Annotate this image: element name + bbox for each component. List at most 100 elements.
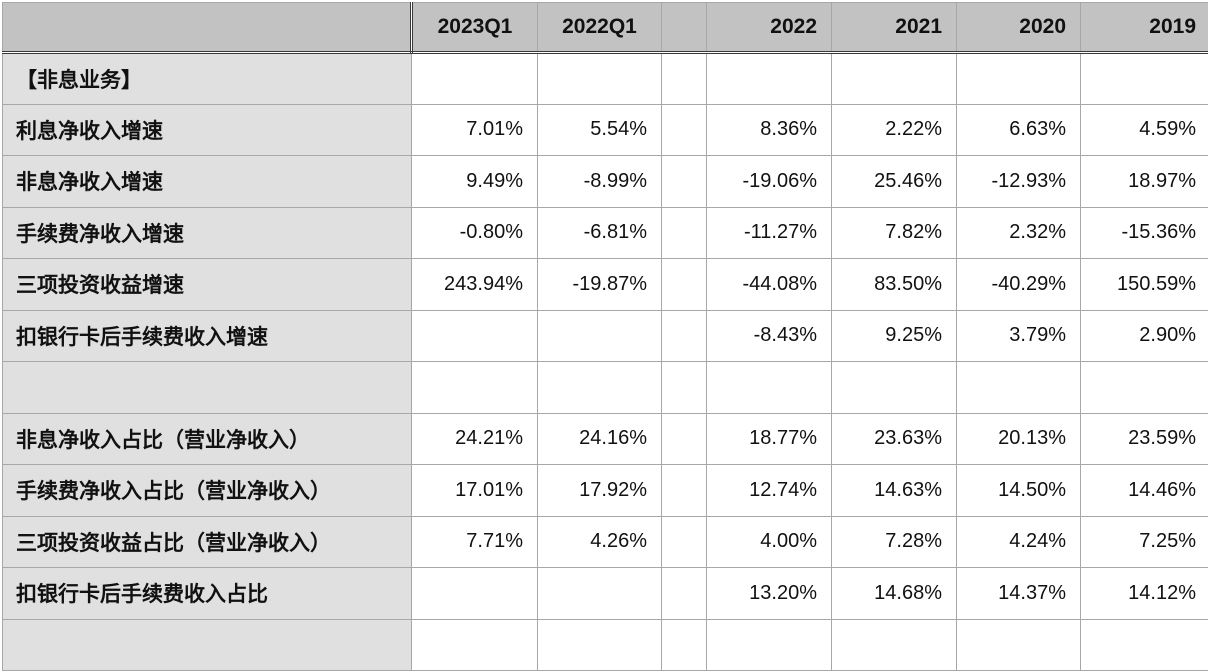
- spacer-cell[interactable]: [662, 156, 707, 208]
- value-cell[interactable]: -12.93%: [957, 156, 1081, 208]
- value-cell[interactable]: -11.27%: [707, 207, 832, 259]
- value-cell[interactable]: 3.79%: [957, 310, 1081, 362]
- spacer-cell[interactable]: [662, 619, 707, 671]
- row-label-cell[interactable]: 扣银行卡后手续费收入占比: [3, 568, 412, 620]
- value-cell[interactable]: -8.99%: [538, 156, 662, 208]
- value-cell[interactable]: 17.92%: [538, 465, 662, 517]
- row-label-cell[interactable]: 扣银行卡后手续费收入增速: [3, 310, 412, 362]
- value-cell[interactable]: 12.74%: [707, 465, 832, 517]
- value-cell[interactable]: 7.82%: [832, 207, 957, 259]
- value-cell[interactable]: [412, 619, 538, 671]
- header-cell-2022[interactable]: 2022: [707, 3, 832, 53]
- row-label-cell[interactable]: 非息净收入增速: [3, 156, 412, 208]
- spacer-cell[interactable]: [662, 207, 707, 259]
- value-cell[interactable]: 5.54%: [538, 104, 662, 156]
- value-cell[interactable]: -40.29%: [957, 259, 1081, 311]
- value-cell[interactable]: [538, 53, 662, 105]
- header-cell-2019[interactable]: 2019: [1081, 3, 1208, 53]
- value-cell[interactable]: [707, 53, 832, 105]
- row-label-cell[interactable]: 三项投资收益占比（营业净收入）: [3, 516, 412, 568]
- value-cell[interactable]: 14.37%: [957, 568, 1081, 620]
- header-cell-2020[interactable]: 2020: [957, 3, 1081, 53]
- value-cell[interactable]: [1081, 619, 1208, 671]
- value-cell[interactable]: [538, 310, 662, 362]
- spacer-cell[interactable]: [662, 413, 707, 465]
- value-cell[interactable]: 7.25%: [1081, 516, 1208, 568]
- header-cell-label[interactable]: [3, 3, 412, 53]
- value-cell[interactable]: 25.46%: [832, 156, 957, 208]
- value-cell[interactable]: 14.50%: [957, 465, 1081, 517]
- row-label-cell[interactable]: 手续费净收入占比（营业净收入）: [3, 465, 412, 517]
- value-cell[interactable]: [957, 619, 1081, 671]
- value-cell[interactable]: [412, 310, 538, 362]
- spacer-cell[interactable]: [662, 516, 707, 568]
- value-cell[interactable]: 17.01%: [412, 465, 538, 517]
- row-label-cell[interactable]: 利息净收入增速: [3, 104, 412, 156]
- value-cell[interactable]: 14.68%: [832, 568, 957, 620]
- value-cell[interactable]: 4.24%: [957, 516, 1081, 568]
- header-cell-2023q1[interactable]: 2023Q1: [412, 3, 538, 53]
- header-cell-2022q1[interactable]: 2022Q1: [538, 3, 662, 53]
- value-cell[interactable]: 150.59%: [1081, 259, 1208, 311]
- spacer-cell[interactable]: [662, 362, 707, 414]
- value-cell[interactable]: [1081, 362, 1208, 414]
- value-cell[interactable]: 7.01%: [412, 104, 538, 156]
- value-cell[interactable]: [412, 568, 538, 620]
- spacer-cell[interactable]: [662, 104, 707, 156]
- value-cell[interactable]: 4.59%: [1081, 104, 1208, 156]
- value-cell[interactable]: [538, 619, 662, 671]
- spacer-cell[interactable]: [662, 259, 707, 311]
- row-label-cell[interactable]: 【非息业务】: [3, 53, 412, 105]
- value-cell[interactable]: 24.21%: [412, 413, 538, 465]
- value-cell[interactable]: [957, 53, 1081, 105]
- header-cell-spacer[interactable]: [662, 3, 707, 53]
- value-cell[interactable]: 243.94%: [412, 259, 538, 311]
- value-cell[interactable]: 2.32%: [957, 207, 1081, 259]
- value-cell[interactable]: [538, 362, 662, 414]
- value-cell[interactable]: 2.22%: [832, 104, 957, 156]
- value-cell[interactable]: 83.50%: [832, 259, 957, 311]
- value-cell[interactable]: -15.36%: [1081, 207, 1208, 259]
- value-cell[interactable]: 9.25%: [832, 310, 957, 362]
- value-cell[interactable]: 23.63%: [832, 413, 957, 465]
- row-label-cell[interactable]: [3, 619, 412, 671]
- row-label-cell[interactable]: [3, 362, 412, 414]
- value-cell[interactable]: 4.00%: [707, 516, 832, 568]
- row-label-cell[interactable]: 非息净收入占比（营业净收入）: [3, 413, 412, 465]
- header-cell-2021[interactable]: 2021: [832, 3, 957, 53]
- value-cell[interactable]: [832, 53, 957, 105]
- value-cell[interactable]: 8.36%: [707, 104, 832, 156]
- value-cell[interactable]: 4.26%: [538, 516, 662, 568]
- value-cell[interactable]: 20.13%: [957, 413, 1081, 465]
- value-cell[interactable]: -19.87%: [538, 259, 662, 311]
- value-cell[interactable]: 14.63%: [832, 465, 957, 517]
- value-cell[interactable]: -8.43%: [707, 310, 832, 362]
- value-cell[interactable]: 18.97%: [1081, 156, 1208, 208]
- spacer-cell[interactable]: [662, 465, 707, 517]
- value-cell[interactable]: [412, 362, 538, 414]
- value-cell[interactable]: [707, 619, 832, 671]
- row-label-cell[interactable]: 手续费净收入增速: [3, 207, 412, 259]
- value-cell[interactable]: [538, 568, 662, 620]
- value-cell[interactable]: 14.12%: [1081, 568, 1208, 620]
- value-cell[interactable]: -19.06%: [707, 156, 832, 208]
- value-cell[interactable]: 18.77%: [707, 413, 832, 465]
- value-cell[interactable]: 24.16%: [538, 413, 662, 465]
- value-cell[interactable]: 23.59%: [1081, 413, 1208, 465]
- value-cell[interactable]: -44.08%: [707, 259, 832, 311]
- value-cell[interactable]: 7.28%: [832, 516, 957, 568]
- value-cell[interactable]: [957, 362, 1081, 414]
- value-cell[interactable]: -0.80%: [412, 207, 538, 259]
- value-cell[interactable]: [707, 362, 832, 414]
- spacer-cell[interactable]: [662, 568, 707, 620]
- value-cell[interactable]: 2.90%: [1081, 310, 1208, 362]
- spacer-cell[interactable]: [662, 53, 707, 105]
- value-cell[interactable]: 13.20%: [707, 568, 832, 620]
- row-label-cell[interactable]: 三项投资收益增速: [3, 259, 412, 311]
- spacer-cell[interactable]: [662, 310, 707, 362]
- value-cell[interactable]: [832, 362, 957, 414]
- value-cell[interactable]: 7.71%: [412, 516, 538, 568]
- value-cell[interactable]: 6.63%: [957, 104, 1081, 156]
- value-cell[interactable]: -6.81%: [538, 207, 662, 259]
- value-cell[interactable]: [412, 53, 538, 105]
